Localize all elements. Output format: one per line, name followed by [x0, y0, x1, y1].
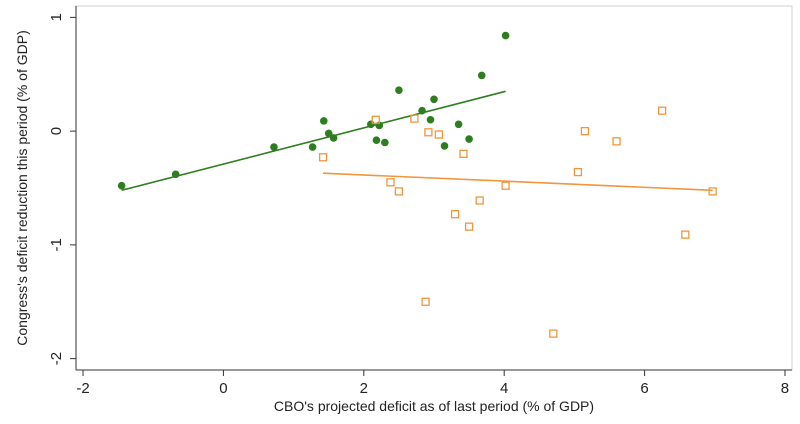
- x-tick-label: 4: [500, 380, 508, 397]
- y-tick-label: 0: [48, 127, 65, 135]
- y-tick-label: 1: [48, 13, 65, 21]
- data-point: [381, 138, 389, 147]
- data-point: [573, 167, 583, 177]
- data-point: [464, 222, 474, 231]
- data-point: [308, 143, 317, 151]
- fit-line-1: [121, 90, 506, 192]
- data-point: [681, 230, 690, 239]
- y-axis-title: Congress's deficit reduction this period…: [14, 30, 30, 345]
- data-point: [708, 187, 717, 196]
- data-point: [329, 134, 338, 142]
- data-point: [501, 31, 510, 40]
- data-point: [454, 120, 463, 129]
- data-point: [580, 126, 590, 136]
- data-point: [440, 142, 449, 150]
- y-tick-label: -1: [48, 238, 65, 251]
- data-point: [418, 106, 426, 115]
- y-tick-label: -2: [48, 352, 65, 365]
- data-point: [371, 115, 380, 124]
- x-axis-title: CBO's projected deficit as of last perio…: [274, 398, 594, 414]
- data-point: [270, 143, 278, 151]
- data-point: [117, 181, 126, 190]
- data-point: [424, 128, 433, 137]
- data-point: [318, 153, 328, 162]
- data-point: [171, 170, 180, 179]
- x-axis-ticks: -2 0 2 4 6 8: [76, 370, 789, 397]
- data-point: [410, 114, 419, 123]
- y-axis-ticks: -2 -1 0 1: [48, 13, 76, 365]
- data-point: [372, 136, 381, 145]
- data-point: [612, 137, 621, 146]
- data-point: [501, 181, 510, 190]
- data-point: [386, 178, 395, 187]
- x-tick-label: 0: [219, 380, 227, 397]
- data-point: [450, 210, 460, 219]
- data-point: [475, 196, 484, 205]
- data-point: [549, 329, 558, 338]
- x-tick-label: 6: [640, 380, 648, 397]
- data-point: [421, 297, 430, 306]
- data-point: [434, 130, 444, 139]
- data-point: [319, 117, 328, 125]
- data-point: [465, 135, 473, 143]
- data-point: [394, 187, 404, 196]
- data-point: [459, 149, 468, 159]
- x-tick-label: 2: [360, 380, 368, 397]
- data-point: [324, 129, 333, 138]
- x-tick-label: -2: [76, 380, 89, 397]
- plot-frame: [75, 5, 793, 371]
- data-point: [430, 95, 438, 104]
- data-point: [367, 120, 375, 129]
- data-point: [477, 71, 486, 80]
- fit-line-2: [323, 172, 713, 192]
- x-tick-label: 8: [781, 380, 789, 397]
- data-point: [426, 115, 435, 124]
- data-point: [657, 106, 667, 115]
- data-points: [117, 31, 717, 338]
- fit-lines: [121, 90, 713, 192]
- data-point: [395, 86, 403, 94]
